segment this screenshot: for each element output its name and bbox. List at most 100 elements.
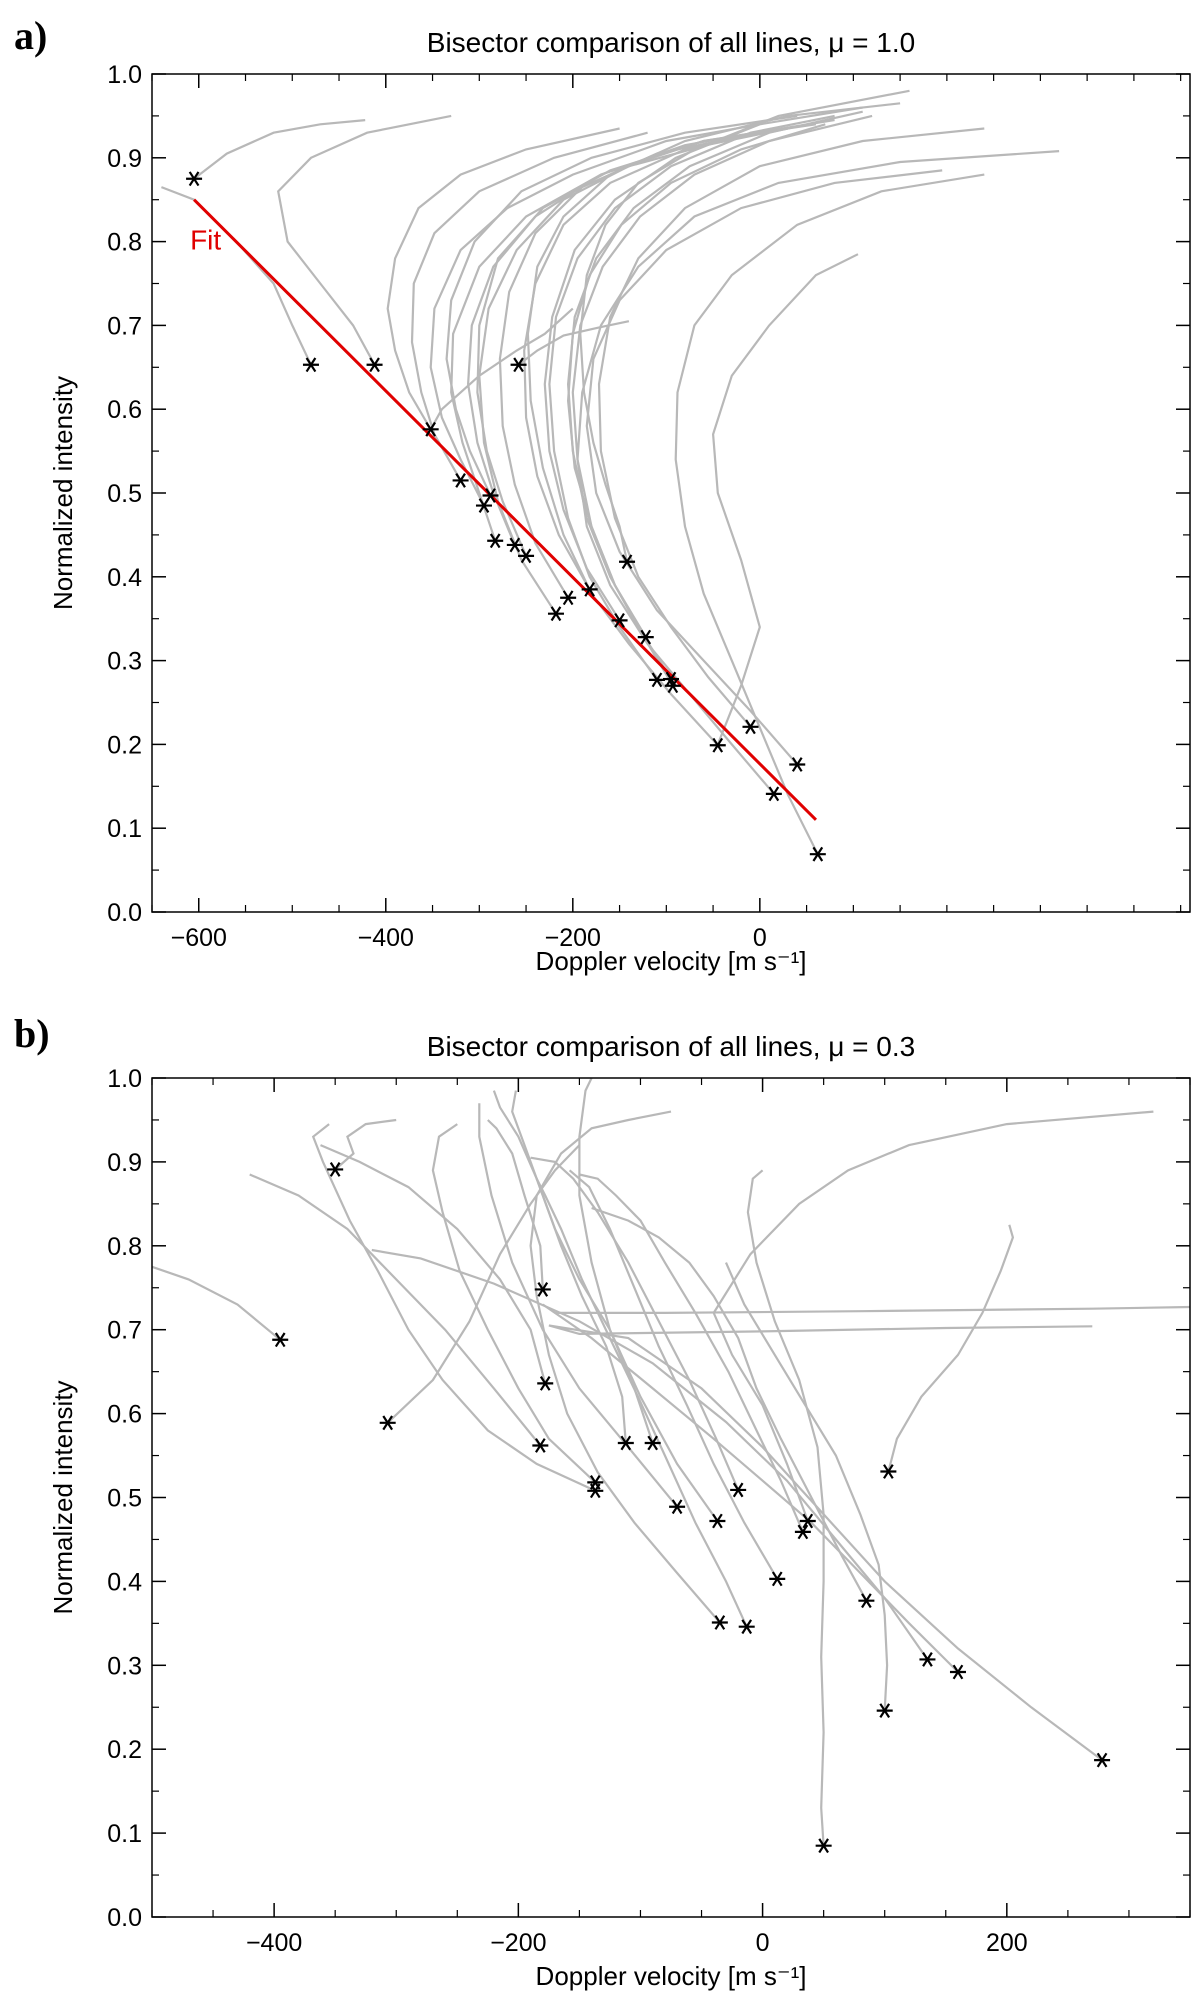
asterisk-marker: [637, 629, 654, 645]
x-tick-label: −200: [545, 924, 601, 952]
bisector-curve: [277, 114, 452, 366]
asterisk-marker: [518, 548, 535, 564]
bisector-curve: [478, 1103, 678, 1508]
y-tick-label: 1.0: [107, 1065, 142, 1093]
y-tick-label: 0.1: [107, 1820, 142, 1848]
bisector-curve: [487, 1119, 544, 1290]
bisector-curve: [320, 1144, 547, 1384]
asterisk-marker: [669, 1499, 686, 1515]
x-tick-label: 0: [753, 924, 767, 952]
bisector-curve: [548, 1324, 1103, 1761]
bisector-curve: [674, 173, 985, 855]
y-tick-label: 0.7: [107, 1317, 142, 1345]
bisector-curve: [193, 119, 366, 180]
bisector-curve: [371, 1248, 929, 1661]
asterisk-marker: [1094, 1752, 1111, 1768]
bisector-curve: [591, 1206, 868, 1602]
y-tick-label: 0.8: [107, 1233, 142, 1261]
asterisk-marker: [617, 1435, 634, 1451]
plot-frame: [151, 73, 1191, 913]
x-tick-label: 200: [986, 1929, 1028, 1957]
bisector-curve: [542, 1303, 1190, 1673]
bisector-curve: [334, 1118, 397, 1171]
x-axis-label: Doppler velocity [m s⁻¹]: [536, 946, 807, 976]
y-tick-label: 0.3: [107, 1652, 142, 1680]
y-tick-label: 0.0: [107, 899, 142, 927]
x-tick-label: 0: [756, 1929, 770, 1957]
bisector-curve: [511, 1090, 627, 1444]
x-axis-label: Doppler velocity [m s⁻¹]: [536, 1961, 807, 1991]
asterisk-marker: [742, 719, 759, 735]
asterisk-marker: [711, 1615, 728, 1630]
bisector-curve: [476, 123, 817, 557]
y-tick-label: 0.9: [107, 1149, 142, 1177]
asterisk-marker: [769, 1571, 786, 1587]
asterisk-marker: [799, 1513, 816, 1529]
bisector-curve: [517, 320, 630, 366]
bisector-curve: [530, 1156, 740, 1491]
asterisk-marker: [949, 1664, 966, 1680]
asterisk-marker: [815, 1838, 832, 1854]
bisector-curve: [445, 114, 798, 496]
bisector-curve: [579, 1173, 804, 1533]
x-tick-label: −400: [358, 924, 414, 952]
chart-title: Bisector comparison of all lines, μ = 0.…: [427, 1031, 915, 1062]
bisector-curve: [887, 1224, 1015, 1472]
panel-a: Bisector comparison of all lines, μ = 1.…: [48, 27, 1191, 976]
asterisk-marker: [709, 737, 726, 753]
x-tick-label: −400: [246, 1929, 302, 1957]
y-tick-label: 0.6: [107, 1401, 142, 1429]
y-tick-label: 1.0: [107, 61, 142, 89]
asterisk-marker: [876, 1703, 893, 1719]
marker-group: [186, 171, 826, 862]
bisector-curve: [711, 253, 859, 745]
asterisk-marker: [487, 533, 504, 549]
bisector-curve: [568, 1169, 779, 1580]
panel-label: b): [14, 1011, 50, 1056]
asterisk-marker: [452, 473, 469, 488]
asterisk-marker: [644, 1435, 661, 1451]
bisector-curve: [566, 110, 863, 680]
bisector-curve: [311, 1123, 596, 1492]
bisector-curve: [579, 89, 910, 562]
asterisk-marker: [709, 1513, 726, 1529]
fit-line: [193, 198, 818, 821]
y-tick-label: 0.6: [107, 396, 142, 424]
asterisk-marker: [560, 590, 577, 606]
asterisk-marker: [186, 171, 203, 187]
asterisk-marker: [581, 581, 598, 597]
bisector-curve: [535, 1178, 748, 1628]
bisector-curve: [152, 1265, 281, 1341]
asterisk-marker: [809, 846, 826, 862]
asterisk-marker: [619, 554, 636, 570]
x-tick-label: −600: [171, 924, 227, 952]
asterisk-marker: [532, 1438, 549, 1453]
asterisk-marker: [302, 357, 319, 373]
asterisk-marker: [547, 606, 564, 622]
y-axis-label: Normalized intensity: [48, 1380, 78, 1614]
y-tick-label: 0.8: [107, 229, 142, 257]
chart-title: Bisector comparison of all lines, μ = 1.…: [427, 27, 915, 58]
fit-label: Fit: [190, 225, 221, 256]
asterisk-marker: [327, 1162, 344, 1177]
y-tick-label: 0.1: [107, 815, 142, 843]
asterisk-marker: [534, 1282, 551, 1297]
asterisk-marker: [880, 1464, 897, 1479]
bisector-curve: [712, 1110, 1154, 1522]
asterisk-marker: [794, 1524, 811, 1540]
bisector-curve: [249, 1173, 542, 1447]
y-tick-label: 0.9: [107, 145, 142, 173]
asterisk-marker: [506, 537, 523, 553]
y-tick-label: 0.7: [107, 312, 142, 340]
marker-group: [272, 1162, 1111, 1854]
bisector-curve: [724, 1262, 889, 1711]
panel-b: Bisector comparison of all lines, μ = 0.…: [48, 1031, 1191, 1991]
bisector-curve: [478, 139, 723, 615]
y-tick-label: 0.4: [107, 1568, 142, 1596]
asterisk-marker: [272, 1332, 289, 1348]
asterisk-marker: [730, 1482, 747, 1498]
asterisk-marker: [648, 672, 665, 688]
asterisk-marker: [611, 612, 628, 628]
bisector-curve: [386, 1144, 581, 1424]
